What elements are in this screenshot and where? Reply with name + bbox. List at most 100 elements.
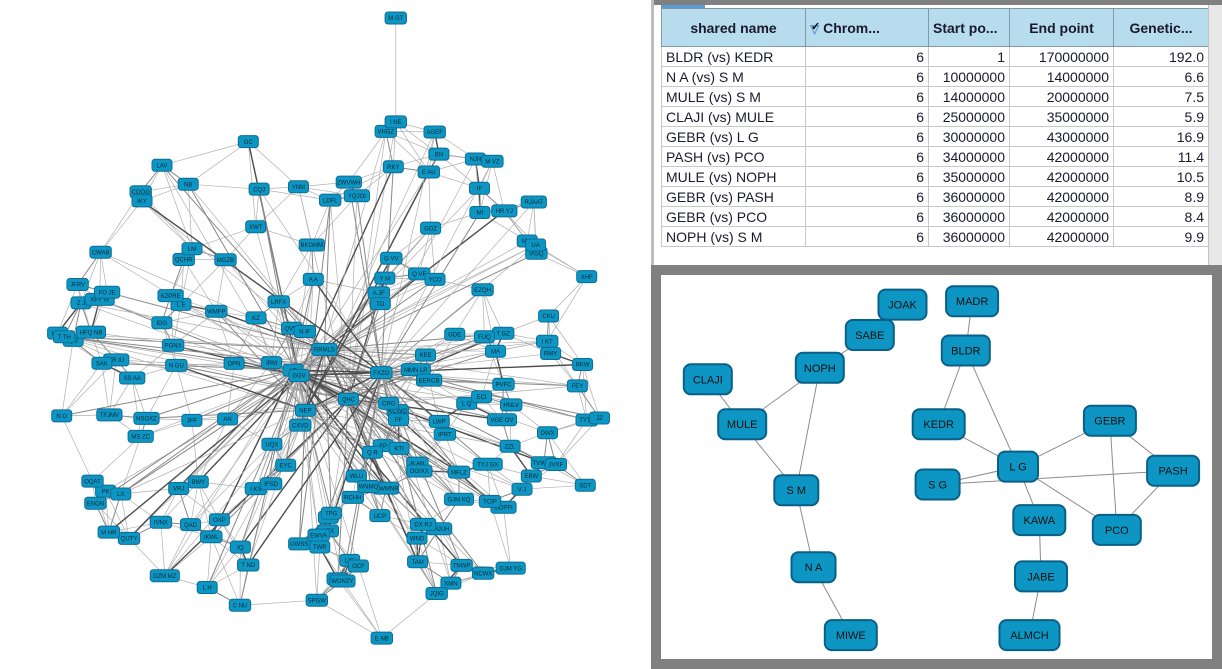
svg-text:IPRT: IPRT <box>438 433 452 439</box>
svg-text:EZQH: EZQH <box>474 288 491 294</box>
svg-text:EBW: EBW <box>524 474 538 480</box>
svg-text:NEP: NEP <box>299 409 311 415</box>
svg-text:M VZ: M VZ <box>485 160 500 166</box>
svg-text:TNWP: TNWP <box>453 564 471 570</box>
svg-text:T TH: T TH <box>58 335 71 341</box>
svg-text:HSOXZ: HSOXZ <box>136 417 157 423</box>
svg-text:RMY: RMY <box>544 352 557 358</box>
svg-text:WONZY: WONZY <box>331 579 353 585</box>
svg-text:IASQ: IASQ <box>529 252 544 258</box>
svg-text:PK: PK <box>102 489 110 495</box>
svg-text:YQJOI: YQJOI <box>348 194 366 200</box>
svg-text:V J: V J <box>518 487 527 493</box>
svg-text:N IF: N IF <box>299 330 311 336</box>
svg-text:M HR: M HR <box>101 530 117 536</box>
svg-text:T GZ: T GZ <box>496 331 510 337</box>
svg-text:JZ: JZ <box>596 416 603 422</box>
svg-text:KEDR: KEDR <box>923 419 954 431</box>
svg-text:EWVA: EWVA <box>310 533 327 539</box>
svg-text:WMFP: WMFP <box>207 309 225 315</box>
svg-text:MS ZC: MS ZC <box>131 435 150 441</box>
svg-text:ZWVWH: ZWVWH <box>337 180 360 186</box>
svg-text:KEE: KEE <box>419 353 431 359</box>
svg-text:CRG: CRG <box>382 402 396 408</box>
svg-text:C NU: C NU <box>233 604 248 610</box>
svg-text:UA: UA <box>531 243 539 249</box>
svg-text:CXVD: CXVD <box>292 423 309 429</box>
svg-text:TYJ GX: TYJ GX <box>477 463 498 469</box>
svg-text:XMN: XMN <box>444 581 457 587</box>
svg-text:OCF: OCF <box>352 564 365 570</box>
svg-text:DZM MZ: DZM MZ <box>153 574 177 580</box>
svg-text:WNMQ: WNMQ <box>359 485 379 491</box>
svg-text:MFLZ: MFLZ <box>451 470 467 476</box>
svg-text:ENGN: ENGN <box>87 501 104 507</box>
svg-text:GDE: GDE <box>448 333 461 339</box>
svg-text:LDFL: LDFL <box>323 198 338 204</box>
svg-text:L G: L G <box>1009 462 1026 474</box>
svg-text:UQX: UQX <box>265 442 278 448</box>
svg-text:I KT: I KT <box>542 340 553 346</box>
svg-text:GGV: GGV <box>292 374 305 380</box>
svg-text:L E: L E <box>177 303 186 309</box>
svg-text:BLDR: BLDR <box>951 346 980 358</box>
svg-text:RRMLS: RRMLS <box>314 348 335 354</box>
svg-text:SAK: SAK <box>96 361 108 367</box>
svg-text:IVNX: IVNX <box>154 521 168 527</box>
svg-text:EYC: EYC <box>280 464 293 470</box>
svg-text:GEBR: GEBR <box>1094 416 1125 428</box>
svg-text:AGEF: AGEF <box>427 130 444 136</box>
svg-text:KZPRE: KZPRE <box>161 294 181 300</box>
svg-text:MI: MI <box>477 211 484 217</box>
svg-text:Z J: Z J <box>77 301 85 307</box>
svg-text:PASH: PASH <box>1159 466 1188 478</box>
svg-text:UCP: UCP <box>374 514 387 520</box>
svg-text:KZ: KZ <box>252 316 260 322</box>
svg-text:NOPH: NOPH <box>804 363 836 375</box>
svg-text:VHGZ: VHGZ <box>377 130 394 136</box>
svg-text:TAM: TAM <box>411 560 423 566</box>
svg-text:M GT: M GT <box>388 16 403 22</box>
svg-text:WLU: WLU <box>350 474 363 480</box>
svg-text:OXP: OXP <box>213 518 226 524</box>
svg-text:E AU: E AU <box>422 170 436 176</box>
svg-text:PCO: PCO <box>1105 525 1129 537</box>
svg-text:ECI: ECI <box>477 395 487 401</box>
svg-text:JVXF: JVXF <box>548 463 563 469</box>
svg-text:G VV: G VV <box>384 257 398 263</box>
svg-text:E NB: E NB <box>375 636 389 642</box>
svg-text:MA: MA <box>491 350 500 356</box>
svg-text:MADR: MADR <box>956 296 988 308</box>
svg-text:IQ: IQ <box>237 545 244 551</box>
svg-text:IF: IF <box>477 187 483 193</box>
svg-text:L H: L H <box>203 586 212 592</box>
svg-text:LRFX: LRFX <box>271 300 286 306</box>
svg-text:LX: LX <box>117 492 124 498</box>
svg-text:N O: N O <box>56 414 67 420</box>
svg-text:HFQ NB: HFQ NB <box>80 330 103 336</box>
svg-text:JFRV: JFRV <box>70 283 85 289</box>
svg-text:I NE: I NE <box>390 120 402 126</box>
svg-text:YCO: YCO <box>428 278 441 284</box>
svg-text:SPGW: SPGW <box>308 598 327 604</box>
svg-text:QCHR: QCHR <box>175 258 193 264</box>
svg-text:FXZO: FXZO <box>373 371 389 377</box>
svg-text:DPN: DPN <box>228 362 241 368</box>
svg-text:LWP: LWP <box>433 420 446 426</box>
svg-text:A JF: A JF <box>373 291 385 297</box>
svg-text:Q VF: Q VF <box>412 272 426 278</box>
svg-text:FEY: FEY <box>572 384 584 390</box>
svg-text:MGZB: MGZB <box>217 258 234 264</box>
svg-text:LAV: LAV <box>157 164 168 170</box>
svg-text:OQAT: OQAT <box>84 479 101 485</box>
svg-text:QHC: QHC <box>342 397 356 403</box>
svg-text:BN: BN <box>435 152 443 158</box>
svg-text:TWR: TWR <box>313 545 327 551</box>
svg-text:KAWA: KAWA <box>1024 515 1056 527</box>
svg-text:JFF: JFF <box>187 419 198 425</box>
svg-text:S G: S G <box>928 480 947 492</box>
svg-text:IKY: IKY <box>137 199 147 205</box>
svg-text:CLAJI: CLAJI <box>693 374 723 386</box>
svg-text:SDT: SDT <box>579 484 591 490</box>
svg-text:BKGMM: BKGMM <box>300 243 323 249</box>
